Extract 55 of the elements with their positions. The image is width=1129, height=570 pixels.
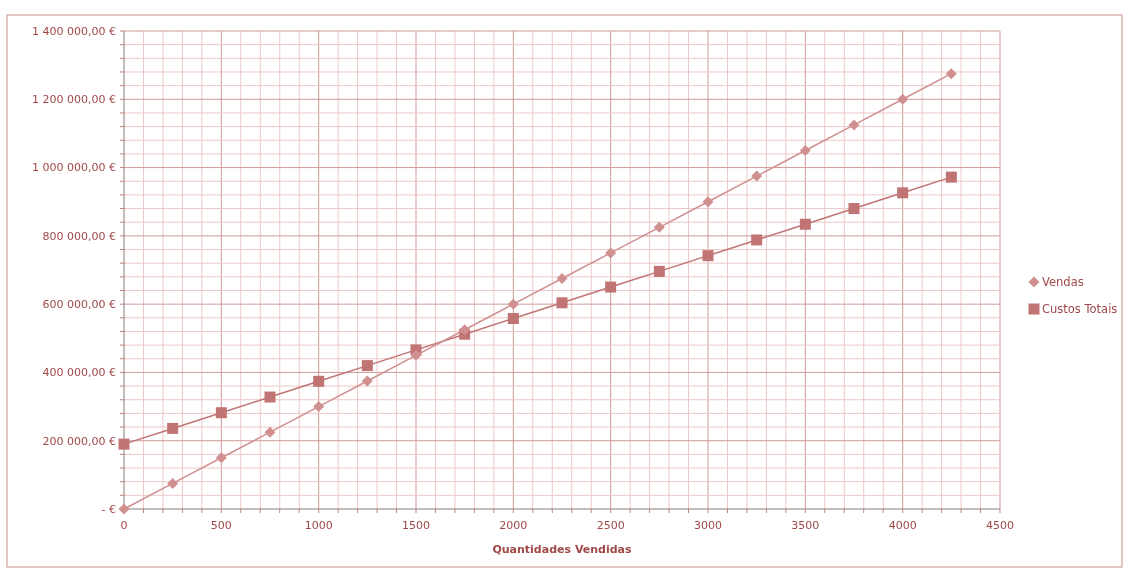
- point: [848, 203, 860, 215]
- x-tick-label: 500: [210, 519, 232, 532]
- x-tick-label: 1500: [402, 519, 430, 532]
- x-tick-label: 3000: [694, 519, 722, 532]
- point: [702, 250, 714, 262]
- point: [897, 187, 909, 199]
- point: [751, 234, 763, 246]
- x-tick-label: 3500: [791, 519, 820, 532]
- y-tick-label: 400 000,00 €: [42, 366, 116, 380]
- point: [361, 360, 373, 372]
- point: [945, 171, 957, 183]
- point: [653, 221, 665, 233]
- point: [361, 375, 373, 387]
- point: [215, 452, 227, 464]
- point: [507, 312, 519, 324]
- point: [556, 297, 568, 309]
- point: [702, 196, 714, 208]
- point: [605, 281, 617, 293]
- point: [848, 119, 860, 131]
- point: [897, 93, 909, 105]
- y-tick-label: 1 400 000,00 €: [32, 24, 116, 38]
- point: [507, 298, 519, 310]
- point: [751, 170, 763, 182]
- point: [118, 438, 130, 450]
- y-tick-label: 200 000,00 €: [42, 434, 116, 448]
- point: [264, 391, 276, 403]
- point: [167, 477, 179, 489]
- x-tick-label: 2000: [499, 519, 528, 532]
- point: [118, 503, 130, 515]
- point: [556, 273, 568, 285]
- point: [215, 407, 227, 419]
- y-tick-label: 800 000,00 €: [42, 229, 116, 243]
- x-tick-label: 4500: [986, 519, 1014, 532]
- legend-label: Vendas: [1042, 275, 1084, 290]
- y-tick-label: 600 000,00 €: [42, 297, 116, 311]
- legend-label: Custos Totais: [1042, 302, 1118, 317]
- point: [799, 218, 811, 230]
- point: [313, 401, 325, 413]
- point: [313, 375, 325, 387]
- point: [167, 422, 179, 434]
- point: [799, 145, 811, 156]
- x-tick-label: 2500: [596, 519, 625, 532]
- y-tick-label: 1 000 000,00 €: [32, 161, 116, 175]
- x-tick-label: 0: [120, 519, 128, 532]
- point: [653, 265, 665, 277]
- point: [264, 426, 276, 438]
- point: [459, 324, 471, 336]
- point: [945, 68, 957, 80]
- y-tick-label: - €: [101, 502, 116, 516]
- y-tick-label: 1 200 000,00 €: [32, 93, 116, 107]
- point: [605, 247, 617, 259]
- x-axis-title: Quantidades Vendidas: [492, 543, 633, 556]
- x-tick-label: 4000: [888, 519, 917, 532]
- point: [410, 349, 422, 361]
- x-tick-label: 1000: [304, 519, 333, 532]
